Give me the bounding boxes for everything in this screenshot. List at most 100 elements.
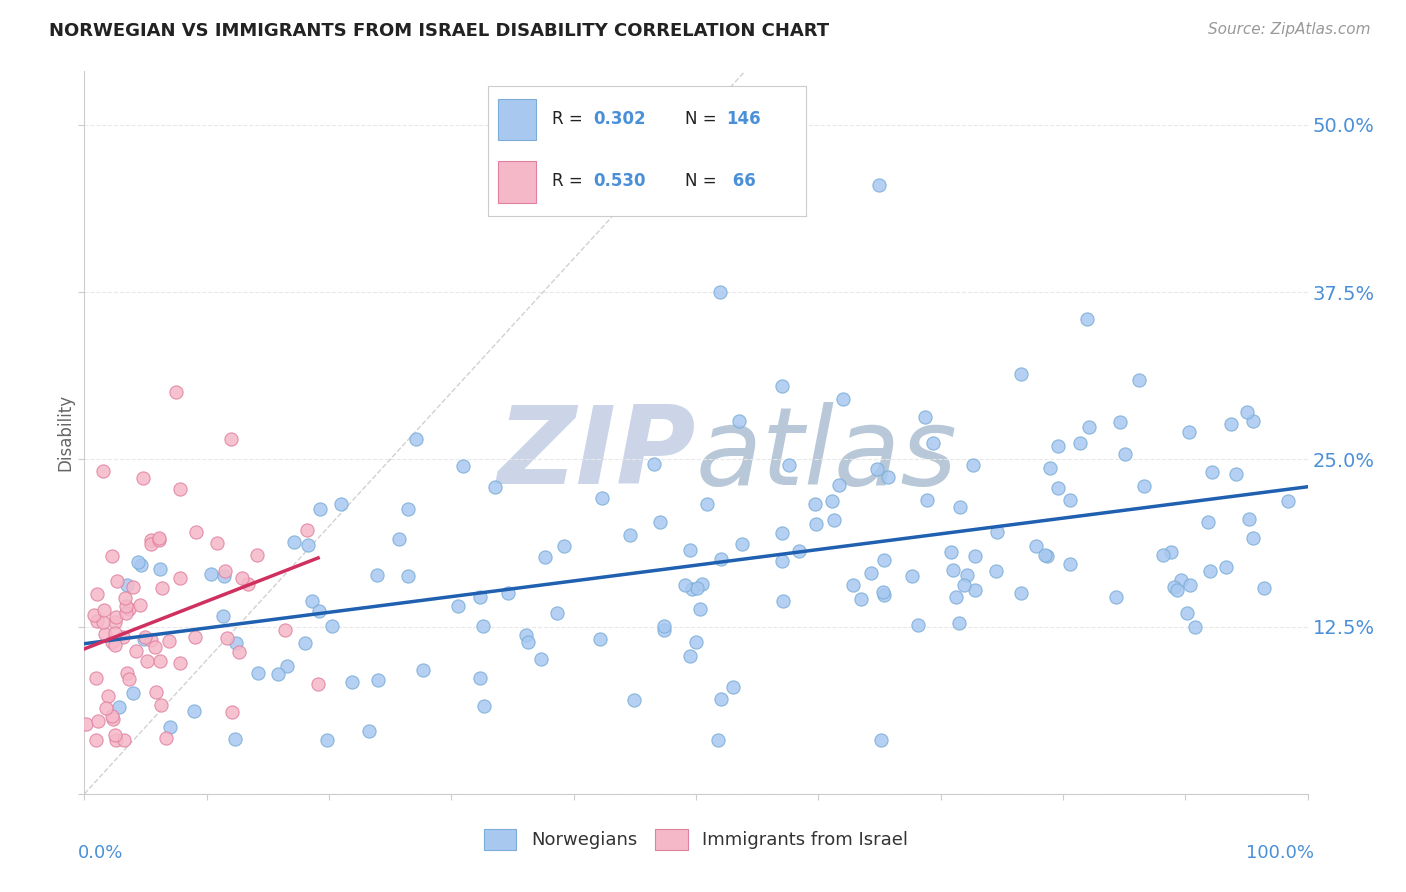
Point	[97, 689, 120, 703]
Point	[1069, 436, 1091, 450]
Point	[842, 578, 865, 592]
Point	[367, 673, 389, 688]
Point	[652, 623, 675, 637]
Point	[1076, 312, 1098, 326]
Point	[134, 630, 156, 644]
Point	[104, 615, 127, 629]
Point	[1239, 512, 1261, 526]
Point	[115, 665, 138, 680]
Point	[405, 432, 427, 446]
Point	[1166, 583, 1188, 598]
Point	[128, 598, 150, 612]
Text: 100.0%: 100.0%	[1246, 845, 1313, 863]
Point	[91, 615, 114, 630]
Point	[87, 714, 110, 728]
Text: 0.0%: 0.0%	[79, 845, 124, 863]
Point	[215, 632, 238, 646]
Point	[104, 733, 127, 747]
Point	[165, 385, 187, 400]
Point	[643, 457, 665, 471]
Point	[93, 464, 115, 478]
Point	[94, 627, 117, 641]
Point	[823, 513, 845, 527]
Point	[1184, 620, 1206, 634]
Point	[530, 651, 553, 665]
Point	[730, 537, 752, 551]
Point	[1010, 586, 1032, 600]
Point	[1047, 481, 1070, 495]
Point	[115, 578, 138, 592]
Point	[316, 733, 339, 747]
Point	[1253, 582, 1275, 596]
Point	[1036, 549, 1059, 563]
Point	[122, 686, 145, 700]
Point	[86, 587, 108, 601]
Point	[778, 458, 800, 472]
Point	[145, 684, 167, 698]
Point	[357, 723, 380, 738]
Point	[1236, 405, 1258, 419]
Text: ZIP: ZIP	[498, 401, 696, 508]
Point	[149, 698, 172, 712]
Point	[1277, 493, 1299, 508]
Point	[273, 624, 295, 638]
Point	[139, 632, 162, 647]
Point	[127, 555, 149, 569]
Point	[709, 285, 731, 300]
Point	[149, 654, 172, 668]
Point	[169, 657, 191, 671]
Point	[228, 645, 250, 659]
Point	[107, 574, 129, 588]
Point	[619, 528, 641, 542]
Point	[114, 606, 136, 620]
Point	[169, 571, 191, 585]
Point	[1241, 531, 1264, 545]
Point	[948, 615, 970, 630]
Point	[1241, 415, 1264, 429]
Text: atlas: atlas	[696, 401, 957, 507]
Point	[143, 640, 166, 654]
Point	[804, 497, 827, 511]
Point	[963, 583, 986, 598]
Point	[589, 632, 612, 646]
Point	[83, 607, 105, 622]
Point	[1170, 573, 1192, 587]
Point	[267, 666, 290, 681]
Point	[155, 731, 177, 745]
Point	[103, 638, 125, 652]
Point	[696, 497, 718, 511]
Point	[806, 517, 828, 532]
Point	[828, 477, 851, 491]
Point	[650, 516, 672, 530]
Point	[388, 533, 411, 547]
Point	[283, 535, 305, 549]
Point	[366, 567, 388, 582]
Point	[876, 470, 898, 484]
Point	[115, 599, 138, 613]
Point	[953, 578, 976, 592]
Point	[148, 562, 170, 576]
Point	[1109, 415, 1132, 429]
Point	[105, 610, 128, 624]
Point	[984, 564, 1007, 578]
Point	[396, 501, 419, 516]
Point	[236, 577, 259, 591]
Point	[496, 586, 519, 600]
Point	[652, 619, 675, 633]
Point	[307, 677, 329, 691]
Point	[276, 659, 298, 673]
Point	[75, 717, 97, 731]
Point	[939, 545, 962, 559]
Point	[1152, 548, 1174, 562]
Point	[873, 553, 896, 567]
Point	[472, 699, 495, 714]
Point	[1046, 439, 1069, 453]
Point	[101, 549, 124, 563]
Point	[870, 733, 893, 747]
Point	[104, 728, 127, 742]
Point	[114, 591, 136, 605]
Point	[915, 493, 938, 508]
Point	[553, 539, 575, 553]
Point	[148, 531, 170, 545]
Point	[533, 549, 555, 564]
